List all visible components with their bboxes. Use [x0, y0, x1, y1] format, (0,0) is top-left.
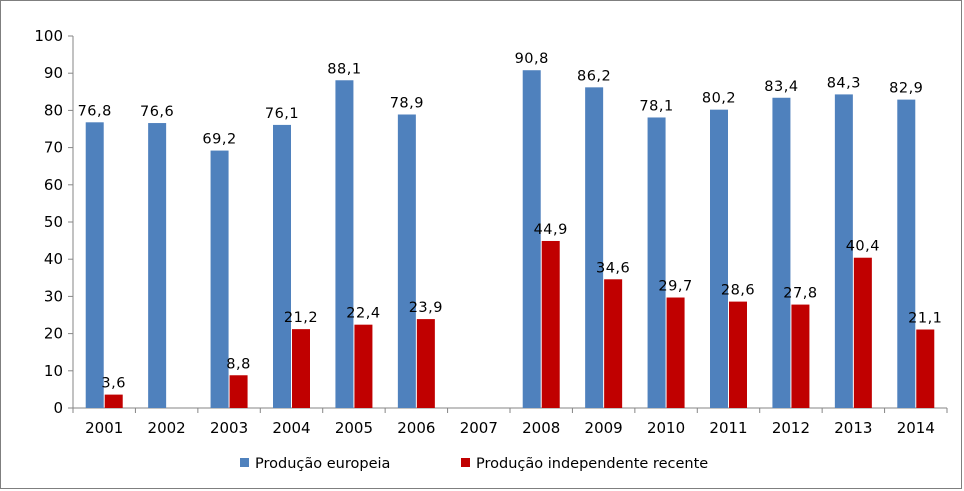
- bar-producao-europeia: [85, 122, 104, 408]
- bar-producao-europeia: [647, 117, 666, 408]
- data-label: 29,7: [658, 279, 692, 295]
- data-label: 86,2: [577, 68, 611, 84]
- data-label: 76,6: [140, 104, 174, 120]
- bar-producao-independente: [354, 324, 373, 408]
- bar-producao-europeia: [834, 94, 853, 409]
- x-tick-label: 2013: [834, 419, 872, 437]
- legend-label: Produção independente recente: [476, 456, 708, 472]
- data-label: 90,8: [515, 51, 549, 67]
- bar-producao-europeia: [772, 97, 791, 408]
- y-tick-label: 20: [44, 325, 63, 343]
- x-tick-label: 2007: [460, 419, 498, 437]
- x-tick-label: 2002: [148, 419, 186, 437]
- data-label: 34,6: [596, 260, 630, 276]
- bar-producao-independente: [666, 297, 685, 408]
- y-tick-label: 50: [44, 213, 63, 231]
- x-tick-label: 2012: [772, 419, 810, 437]
- bar-producao-europeia: [273, 124, 291, 409]
- data-label: 76,1: [265, 106, 299, 122]
- bar-producao-europeia: [710, 109, 728, 408]
- y-tick-label: 40: [44, 250, 63, 268]
- bar-producao-europeia: [522, 70, 541, 408]
- x-tick-label: 2009: [585, 419, 623, 437]
- y-tick-label: 70: [44, 139, 63, 157]
- data-label: 44,9: [534, 222, 568, 238]
- data-label: 88,1: [327, 61, 361, 77]
- bar-producao-independente: [791, 304, 810, 408]
- data-label: 82,9: [889, 81, 923, 97]
- y-tick-label: 100: [34, 27, 63, 45]
- y-tick-label: 10: [44, 362, 63, 380]
- x-tick-label: 2001: [85, 419, 123, 437]
- y-tick-label: 80: [44, 101, 63, 119]
- x-tick-label: 2011: [709, 419, 747, 437]
- data-label: 27,8: [783, 286, 817, 302]
- x-tick-label: 2014: [897, 419, 935, 437]
- y-tick-label: 90: [44, 64, 63, 82]
- bar-producao-independente: [292, 329, 310, 408]
- y-tick-label: 30: [44, 287, 63, 305]
- bar-producao-independente: [416, 319, 435, 408]
- data-label: 83,4: [764, 79, 798, 95]
- x-tick-label: 2008: [522, 419, 560, 437]
- data-label: 78,9: [390, 95, 424, 111]
- data-label: 21,2: [284, 310, 318, 326]
- bar-producao-independente: [729, 301, 747, 408]
- x-tick-label: 2006: [397, 419, 435, 437]
- x-tick-label: 2010: [647, 419, 685, 437]
- data-label: 80,2: [702, 91, 736, 107]
- data-label: 23,9: [409, 300, 443, 316]
- data-label: 8,8: [226, 356, 251, 372]
- bar-producao-europeia: [148, 123, 167, 408]
- bar-producao-independente: [853, 257, 872, 408]
- bar-producao-independente: [916, 329, 935, 408]
- x-tick-label: 2004: [272, 419, 310, 437]
- data-label: 22,4: [346, 306, 380, 322]
- data-label: 21,1: [908, 311, 942, 327]
- bar-producao-europeia: [210, 150, 229, 409]
- bar-producao-independente: [104, 394, 123, 408]
- legend-swatch: [461, 458, 470, 467]
- bar-producao-europeia: [335, 80, 354, 408]
- x-tick-label: 2005: [335, 419, 373, 437]
- data-label: 78,1: [639, 98, 673, 114]
- data-label: 76,8: [78, 103, 112, 119]
- legend-swatch: [240, 458, 249, 467]
- data-label: 69,2: [202, 132, 236, 148]
- legend-label: Produção europeia: [255, 456, 390, 472]
- bar-producao-europeia: [897, 99, 916, 408]
- bar-producao-europeia: [585, 87, 604, 408]
- data-label: 28,6: [721, 283, 755, 299]
- data-label: 84,3: [827, 75, 861, 91]
- bar-producao-independente: [541, 240, 560, 408]
- data-label: 40,4: [846, 239, 880, 255]
- y-tick-label: 0: [53, 399, 63, 417]
- bar-producao-independente: [604, 279, 623, 408]
- y-tick-label: 60: [44, 176, 63, 194]
- x-tick-label: 2003: [210, 419, 248, 437]
- data-label: 3,6: [101, 376, 126, 392]
- bar-producao-independente: [229, 375, 248, 408]
- bar-producao-europeia: [397, 114, 416, 408]
